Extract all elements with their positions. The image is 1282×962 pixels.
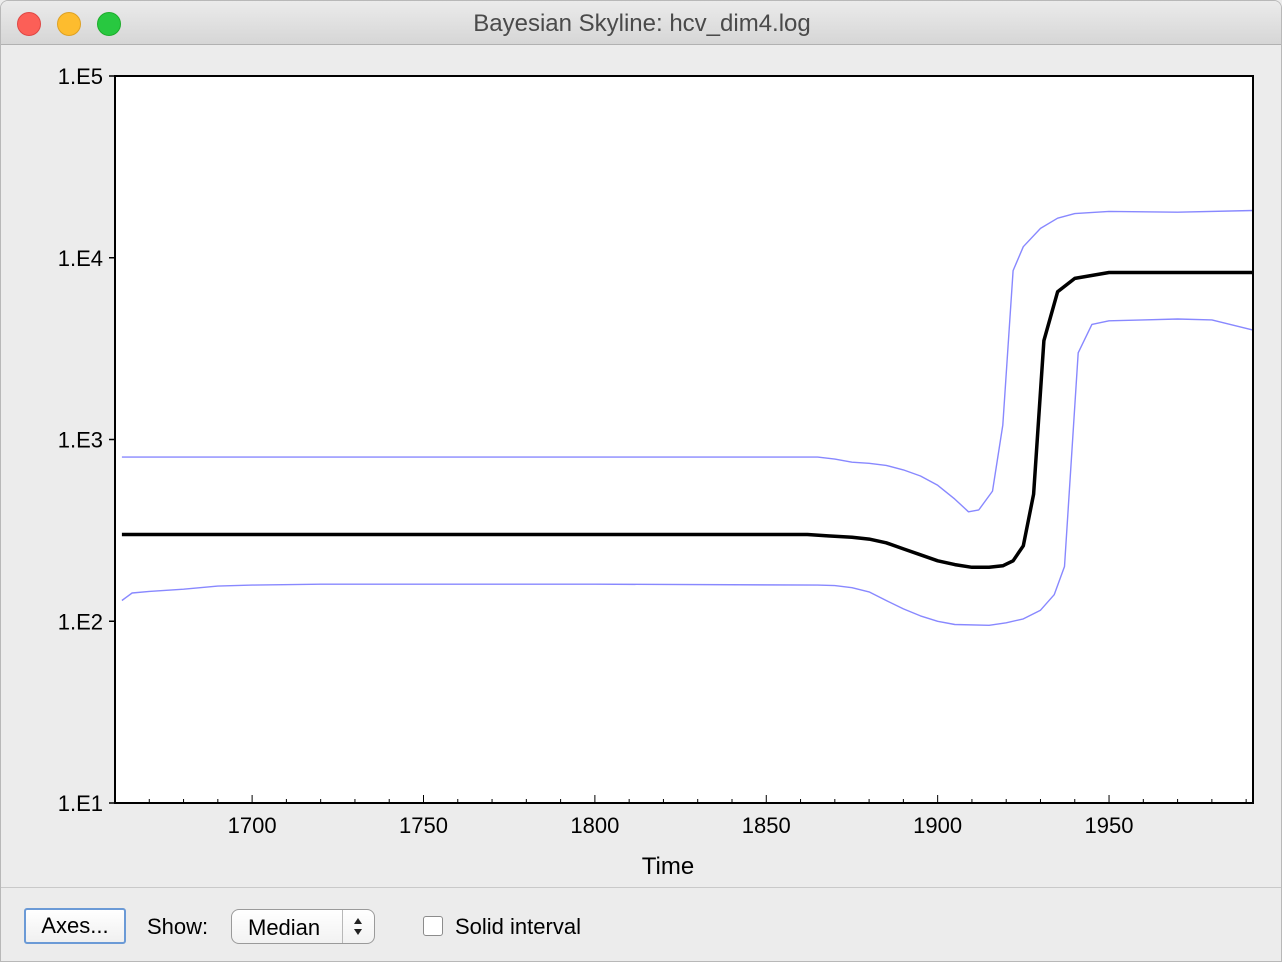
solid-interval-label: Solid interval (455, 914, 581, 939)
x-tick-label: 1900 (913, 813, 962, 838)
plot-background (115, 76, 1253, 803)
y-tick-label: 1.E1 (58, 791, 103, 816)
series-line-upper (121, 209, 1254, 513)
show-label: Show: (147, 914, 209, 939)
y-tick-label: 1.E4 (58, 246, 103, 271)
y-axis: 1.E1 1.E2 1.E3 1.E4 1.E5 (58, 64, 115, 816)
window-title: Bayesian Skyline: hcv_dim4.log (473, 10, 811, 37)
chevron-up-icon (354, 918, 362, 924)
y-tick-label: 1.E5 (58, 64, 103, 89)
checkbox-box[interactable] (423, 916, 443, 936)
x-tick-label: 1850 (742, 813, 791, 838)
close-window-button[interactable] (17, 12, 41, 36)
skyline-chart: 1700 1750 1800 1850 1900 1950 1.E11.E21.E31.E… (58, 64, 1254, 880)
chevron-down-icon (354, 929, 362, 935)
axes-button[interactable]: Axes... (24, 908, 126, 944)
series-line-lower (121, 318, 1254, 626)
y-tick-label: 1.E2 (58, 609, 103, 634)
x-tick-label: 1750 (399, 813, 448, 838)
x-axis: 1700 1750 1800 1850 1900 1950 (148, 795, 1247, 838)
zoom-window-button[interactable] (97, 12, 121, 36)
show-select-value: Median (248, 915, 321, 940)
minimize-window-button[interactable] (57, 12, 81, 36)
y-tick-label: 1.E3 (58, 428, 103, 453)
x-tick-label: 1800 (570, 813, 619, 838)
control-bar: Axes... Show: Median Solid interval (1, 887, 1281, 961)
show-select[interactable]: Median (231, 909, 375, 944)
chart-panel: 1700 1750 1800 1850 1900 1950 1.E1 1.E2 1.E3 1.E… (1, 45, 1281, 887)
series-layer (121, 209, 1254, 626)
series-line-median (121, 270, 1253, 570)
x-axis-title: Time (642, 853, 694, 880)
title-bar[interactable]: Bayesian Skyline: hcv_dim4.log (1, 1, 1281, 45)
x-tick-label: 1950 (1085, 813, 1134, 838)
x-tick-label: 1700 (228, 813, 277, 838)
select-arrows-icon (342, 910, 374, 943)
